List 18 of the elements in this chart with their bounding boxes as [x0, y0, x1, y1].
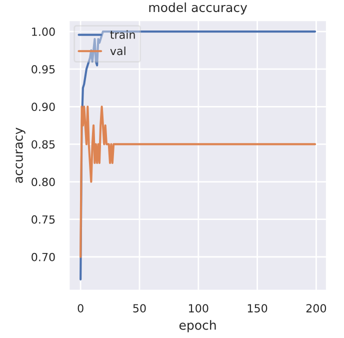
line-series — [80, 106, 316, 258]
legend-label: train — [110, 30, 135, 39]
y-tick-label: 0.85 — [32, 140, 55, 149]
y-tick-label: 0.95 — [32, 65, 55, 74]
x-tick-label: 150 — [248, 304, 268, 312]
x-axis-title: epoch — [179, 320, 216, 332]
x-tick-label: 0 — [78, 304, 84, 312]
y-tick-label: 0.70 — [32, 252, 55, 262]
y-tick-label: 1.00 — [32, 28, 55, 36]
x-tick-label: 50 — [133, 304, 146, 312]
y-axis-title: accuracy — [16, 128, 26, 183]
x-tick-label: 100 — [189, 304, 208, 312]
y-tick-label: 0.90 — [32, 102, 55, 112]
chart-title: model accuracy — [149, 2, 248, 15]
y-tick-label: 0.80 — [32, 178, 55, 186]
x-tick-label: 200 — [306, 304, 326, 312]
y-tick-label: 0.75 — [32, 215, 55, 224]
legend-label: val — [110, 46, 126, 56]
